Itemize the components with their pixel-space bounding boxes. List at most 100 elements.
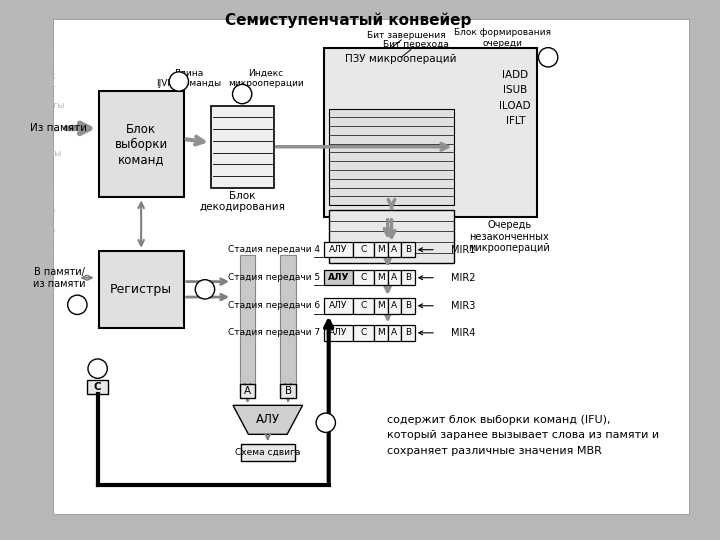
Bar — [387, 270, 401, 286]
Text: Стадия передачи 4: Стадия передачи 4 — [228, 245, 320, 254]
Text: Длина
IJVM-команды: Длина IJVM-команды — [156, 69, 221, 88]
Text: ISUB: ISUB — [503, 85, 528, 95]
Text: 1: 1 — [175, 77, 183, 86]
Text: B: B — [405, 301, 411, 310]
Bar — [353, 242, 374, 258]
Text: Индекс
микрооперации: Индекс микрооперации — [228, 69, 304, 88]
Text: Бит завершения: Бит завершения — [366, 31, 446, 39]
Text: B: B — [284, 386, 292, 396]
Text: 4: 4 — [201, 285, 209, 294]
Text: 000010: 000010 — [26, 207, 55, 217]
Bar — [401, 298, 415, 314]
Bar — [240, 444, 295, 461]
Circle shape — [195, 280, 215, 299]
Text: содержит блок выборки команд (IFU),: содержит блок выборки команд (IFU), — [387, 415, 611, 425]
Bar — [374, 270, 387, 286]
Bar — [99, 251, 184, 328]
Text: 000111: 000111 — [26, 246, 55, 255]
Bar — [324, 298, 353, 314]
Text: который заранее вызывает слова из памяти и: который заранее вызывает слова из памяти… — [387, 430, 659, 440]
Bar — [329, 210, 454, 263]
Text: Из памяти: Из памяти — [30, 123, 87, 133]
Text: В памяти/
из памяти: В памяти/ из памяти — [32, 267, 85, 288]
Text: B: B — [405, 245, 411, 254]
Bar — [240, 384, 255, 397]
Text: АЛУ: АЛУ — [329, 301, 348, 310]
Bar — [280, 384, 296, 397]
Text: A: A — [244, 386, 251, 396]
Text: ILOAD: ILOAD — [500, 100, 531, 111]
Text: АЛУ: АЛУ — [329, 328, 348, 338]
Polygon shape — [233, 406, 302, 434]
Text: main(){: main(){ — [21, 77, 56, 86]
Text: M: M — [377, 328, 384, 338]
Text: A: A — [392, 328, 397, 338]
Text: MIR1: MIR1 — [451, 245, 476, 255]
Text: IFLT: IFLT — [505, 116, 525, 126]
Text: C: C — [361, 245, 366, 254]
Text: 2: 2 — [238, 89, 246, 99]
Text: сохраняет различные значения MBR: сохраняет различные значения MBR — [387, 446, 602, 456]
Text: Стадия передачи 7: Стадия передачи 7 — [228, 328, 320, 338]
Bar — [211, 106, 274, 188]
Text: Схема сдвига: Схема сдвига — [235, 448, 300, 457]
Text: M: M — [377, 273, 384, 282]
Text: 5: 5 — [322, 418, 330, 428]
Text: MIR4: MIR4 — [451, 328, 476, 338]
Text: M: M — [377, 245, 384, 254]
Text: C: C — [94, 382, 102, 392]
Text: C: C — [361, 301, 366, 310]
Text: Бит перехода: Бит перехода — [383, 40, 449, 49]
Bar — [401, 325, 415, 341]
Text: M: M — [377, 301, 384, 310]
Circle shape — [68, 295, 87, 314]
Bar — [353, 325, 374, 341]
Text: Стадия передачи 5: Стадия передачи 5 — [228, 273, 320, 282]
Bar — [324, 242, 353, 258]
Text: Стадия передачи 6: Стадия передачи 6 — [228, 301, 320, 310]
Text: 6: 6 — [94, 363, 102, 374]
Text: MIR3: MIR3 — [451, 301, 476, 311]
Text: IJVM(){: IJVM(){ — [23, 53, 55, 62]
Text: 000001: 000001 — [26, 188, 55, 197]
Bar — [240, 255, 255, 391]
Bar — [387, 325, 401, 341]
Circle shape — [316, 413, 336, 433]
Text: B: B — [405, 273, 411, 282]
Text: Семиступенчатый конвейер: Семиступенчатый конвейер — [225, 13, 471, 28]
Text: ПЗУ микроопераций: ПЗУ микроопераций — [346, 54, 457, 64]
Bar — [329, 109, 454, 205]
Bar — [87, 380, 108, 394]
Text: 7: 7 — [73, 300, 81, 310]
Text: C: C — [361, 273, 366, 282]
Circle shape — [88, 359, 107, 379]
Bar — [353, 270, 374, 286]
Text: Блок
выборки
команд: Блок выборки команд — [114, 123, 168, 166]
Bar — [387, 242, 401, 258]
Text: адресов: адресов — [19, 125, 58, 134]
Text: 001001: 001001 — [26, 266, 55, 274]
Bar — [374, 242, 387, 258]
Text: АЛУ: АЛУ — [329, 245, 348, 254]
Text: регистры: регистры — [16, 150, 61, 158]
Text: Очередь
незаконченных
микроопераций: Очередь незаконченных микроопераций — [469, 220, 550, 253]
Text: B: B — [405, 328, 411, 338]
Bar — [324, 48, 536, 217]
Bar — [374, 325, 387, 341]
Text: Блок формирования
очереди: Блок формирования очереди — [454, 28, 552, 48]
Text: АЛУ: АЛУ — [328, 273, 349, 282]
Bar — [387, 298, 401, 314]
Text: Блок
декодирования: Блок декодирования — [199, 191, 285, 212]
Bar — [401, 242, 415, 258]
Text: A: A — [392, 273, 397, 282]
Text: A: A — [392, 301, 397, 310]
Circle shape — [169, 72, 189, 91]
Bar — [374, 298, 387, 314]
Text: A: A — [392, 245, 397, 254]
Circle shape — [539, 48, 558, 67]
Text: C: C — [361, 328, 366, 338]
Text: IADD: IADD — [503, 70, 528, 80]
Text: MIR2: MIR2 — [451, 273, 476, 283]
Bar — [353, 298, 374, 314]
Text: Регистры: Регистры — [110, 283, 172, 296]
